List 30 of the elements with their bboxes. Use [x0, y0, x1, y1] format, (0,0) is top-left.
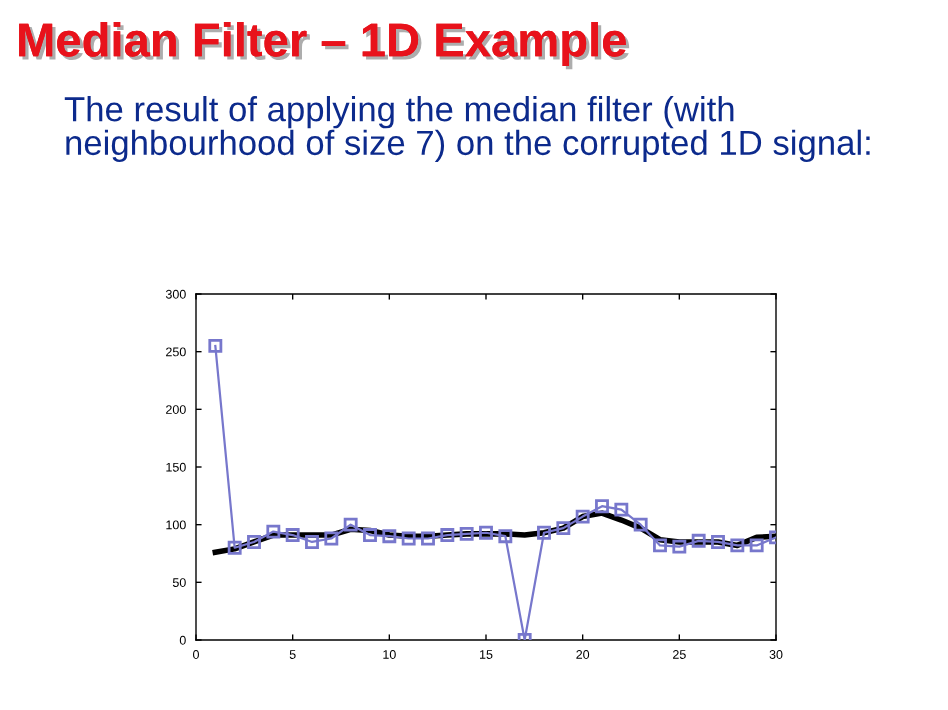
point [227, 540, 242, 555]
point [595, 499, 609, 514]
chart-subtitle: The result of applying the median filter (with neighbourhood of size 7) on the corrupted 1D signal: [64, 96, 870, 162]
point [498, 529, 513, 544]
point [653, 538, 667, 553]
point [208, 338, 223, 353]
point [421, 531, 435, 546]
point [324, 531, 339, 546]
point [749, 538, 764, 553]
point [363, 528, 377, 542]
chart-title: Median Filter – 1D Example [19, 21, 630, 70]
point [266, 524, 281, 539]
point [382, 529, 397, 544]
point [633, 517, 648, 532]
point [537, 525, 551, 540]
point [285, 528, 300, 542]
point [711, 535, 725, 549]
point [479, 525, 493, 540]
point [343, 517, 358, 532]
point [305, 535, 319, 549]
point [614, 502, 629, 517]
point [730, 538, 745, 553]
point [440, 528, 455, 542]
point [401, 531, 416, 546]
point [556, 521, 571, 536]
point [672, 539, 687, 554]
point [247, 535, 261, 549]
point [459, 526, 474, 541]
point [691, 533, 706, 548]
point [575, 509, 590, 524]
